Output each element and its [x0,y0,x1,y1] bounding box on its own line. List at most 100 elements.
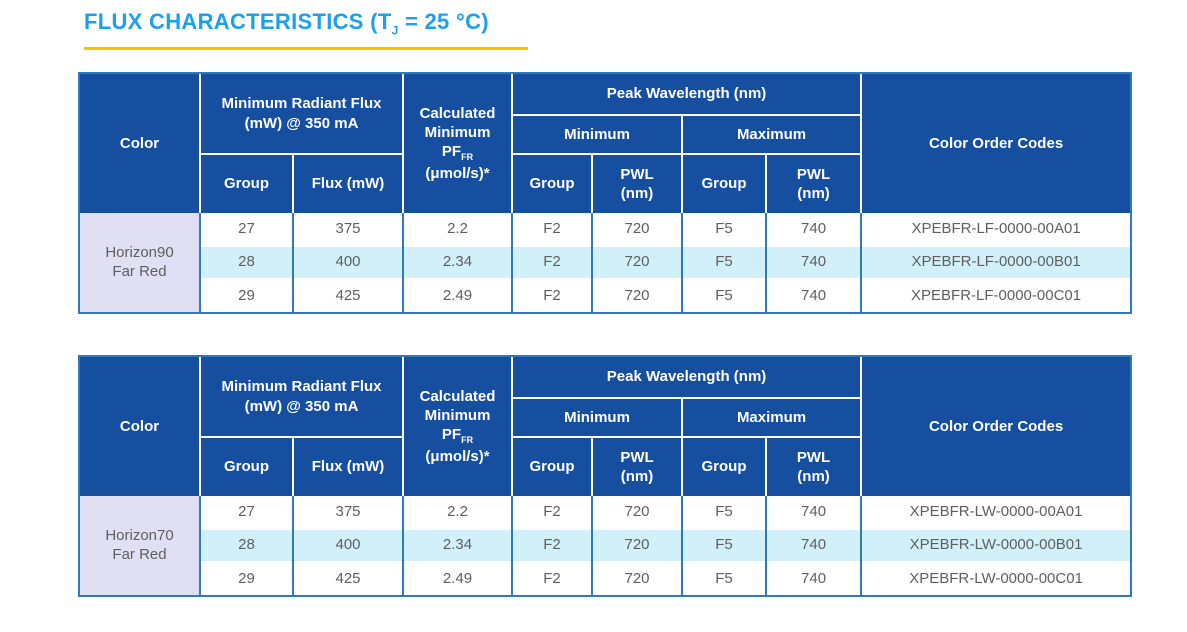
col-header-pwl-max: PWL (nm) [766,436,863,496]
data-row: 29 425 2.49 F2 720 F5 740 XPEBFR-LF-0000… [80,278,1131,312]
cell-flux: 400 [293,245,405,279]
cell-max-group: F5 [682,528,768,562]
cell-min-group: F2 [512,528,594,562]
col-header-minimum: Minimum [512,397,684,437]
col-header-calculated-pf: Calculated Minimum PFFR (μmol/s)* [403,357,514,496]
cell-pf: 2.49 [403,561,514,595]
calc-pf-line: PFFR [441,426,474,446]
cell-max-pwl: 740 [766,528,863,562]
col-header-maximum: Maximum [682,114,863,154]
flux-table: Color Minimum Radiant Flux (mW) @ 350 mA… [80,74,1131,312]
page-title: FLUX CHARACTERISTICS (TJ = 25 °C) [84,9,489,37]
color-name-line1: Horizon90 [105,243,174,261]
cell-group: 28 [200,528,294,562]
calc-line2: Minimum [424,407,491,425]
cell-group: 29 [200,278,294,312]
col-header-calculated-pf: Calculated Minimum PFFR (μmol/s)* [403,74,514,213]
col-header-peak-wavelength: Peak Wavelength (nm) [512,74,863,115]
radiant-flux-line2: (mW) @ 350 mA [244,114,359,132]
header-row-2: Minimum Maximum [80,114,1130,154]
title-underline [84,47,528,50]
cell-order-code: XPEBFR-LW-0000-00B01 [861,528,1131,562]
data-row-highlighted: 28 400 2.34 F2 720 F5 740 XPEBFR-LF-0000… [80,245,1131,279]
radiant-flux-line2: (mW) @ 350 mA [244,397,359,415]
cell-pf: 2.34 [403,245,514,279]
cell-max-group: F5 [682,561,768,595]
cell-group: 27 [200,213,294,246]
calc-units-line: (μmol/s)* [425,164,490,182]
col-header-peak-wavelength: Peak Wavelength (nm) [512,357,863,398]
cell-pf: 2.49 [403,278,514,312]
cell-max-group: F5 [682,213,768,246]
cell-flux: 425 [293,561,405,595]
color-name-line2: Far Red [112,545,167,563]
cell-min-pwl: 720 [592,213,684,246]
calc-line2: Minimum [424,124,491,142]
cell-max-pwl: 740 [766,213,863,246]
col-header-group-min: Group [512,153,594,213]
flux-table-horizon90: Color Minimum Radiant Flux (mW) @ 350 mA… [78,72,1133,314]
color-name-line1: Horizon70 [105,526,174,544]
cell-max-pwl: 740 [766,561,863,595]
col-header-color: Color [80,357,201,496]
header-row-3: Group Flux (mW) Group PWL (nm) Group PWL… [80,436,1130,496]
pf-subscript: FR [461,435,474,446]
color-name-line2: Far Red [112,262,167,280]
radiant-flux-line1: Minimum Radiant Flux [221,378,382,396]
cell-pf: 2.34 [403,528,514,562]
page-title-text: FLUX CHARACTERISTICS (T [84,9,392,34]
header-row-1: Color Minimum Radiant Flux (mW) @ 350 mA… [80,74,1131,213]
calc-line1: Calculated [419,387,496,405]
cell-flux: 425 [293,278,405,312]
header-row-1: Color Minimum Radiant Flux (mW) @ 350 mA… [80,357,1131,496]
cell-max-pwl: 740 [766,278,863,312]
cell-order-code: XPEBFR-LF-0000-00A01 [861,213,1131,246]
cell-order-code: XPEBFR-LW-0000-00C01 [861,561,1131,595]
flux-table: Color Minimum Radiant Flux (mW) @ 350 mA… [80,357,1131,595]
radiant-flux-line1: Minimum Radiant Flux [221,95,382,113]
calc-line1: Calculated [419,104,496,122]
cell-order-code: XPEBFR-LW-0000-00A01 [861,496,1131,529]
header-row-2: Minimum Maximum [80,397,1130,437]
col-header-group-max: Group [682,436,768,496]
cell-pf: 2.2 [403,496,514,529]
col-header-pwl-max: PWL (nm) [766,153,863,213]
cell-color-name: Horizon90 Far Red [80,213,201,312]
col-header-flux-mw: Flux (mW) [293,153,405,213]
data-row-highlighted: 28 400 2.34 F2 720 F5 740 XPEBFR-LW-0000… [80,528,1131,562]
cell-min-pwl: 720 [592,528,684,562]
col-header-color-order-codes: Color Order Codes [861,357,1131,496]
cell-max-group: F5 [682,245,768,279]
cell-min-group: F2 [512,245,594,279]
data-row: Horizon90 Far Red 27 375 2.2 F2 720 F5 7… [80,213,1131,312]
pf-subscript: FR [461,152,474,163]
cell-flux: 375 [293,213,405,246]
col-header-pwl-min: PWL (nm) [592,153,684,213]
cell-max-pwl: 740 [766,496,863,529]
col-header-group-max: Group [682,153,768,213]
cell-min-group: F2 [512,278,594,312]
col-header-radiant-flux: Minimum Radiant Flux (mW) @ 350 mA [200,357,405,437]
col-header-group-min: Group [512,436,594,496]
cell-group: 29 [200,561,294,595]
data-row: 29 425 2.49 F2 720 F5 740 XPEBFR-LW-0000… [80,561,1131,595]
cell-min-group: F2 [512,561,594,595]
col-header-group-flux: Group [200,436,294,496]
calc-units-line: (μmol/s)* [425,447,490,465]
col-header-flux-mw: Flux (mW) [293,436,405,496]
calc-pf-line: PFFR [441,143,474,163]
data-row: Horizon70 Far Red 27 375 2.2 F2 720 F5 7… [80,496,1131,595]
col-header-color: Color [80,74,201,213]
cell-order-code: XPEBFR-LF-0000-00C01 [861,278,1131,312]
col-header-group-flux: Group [200,153,294,213]
cell-max-pwl: 740 [766,245,863,279]
cell-group: 27 [200,496,294,529]
flux-table-horizon70: Color Minimum Radiant Flux (mW) @ 350 mA… [78,355,1133,597]
cell-color-name: Horizon70 Far Red [80,496,201,595]
cell-min-group: F2 [512,213,594,246]
cell-max-group: F5 [682,278,768,312]
col-header-maximum: Maximum [682,397,863,437]
cell-flux: 375 [293,496,405,529]
col-header-pwl-min: PWL (nm) [592,436,684,496]
cell-min-pwl: 720 [592,278,684,312]
